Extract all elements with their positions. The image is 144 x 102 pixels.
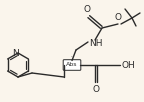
Text: N: N bbox=[12, 49, 19, 58]
Text: ·: · bbox=[70, 54, 72, 59]
Text: NH: NH bbox=[89, 38, 103, 48]
FancyBboxPatch shape bbox=[63, 60, 81, 70]
Text: O: O bbox=[84, 4, 90, 13]
Text: OH: OH bbox=[121, 60, 135, 69]
Text: Abs: Abs bbox=[66, 63, 78, 68]
Text: O: O bbox=[114, 13, 122, 22]
Text: O: O bbox=[92, 85, 100, 94]
